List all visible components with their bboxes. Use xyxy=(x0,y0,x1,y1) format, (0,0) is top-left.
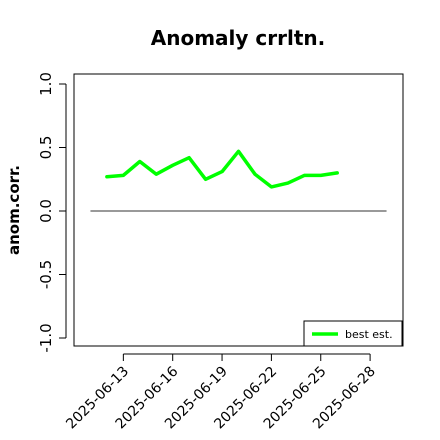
y-tick-label: -0.5 xyxy=(37,260,55,289)
y-axis: -1.0 -0.5 0.0 0.5 1.0 xyxy=(37,72,67,353)
y-tick-label: -1.0 xyxy=(37,323,55,352)
series-layer xyxy=(105,149,339,189)
legend-label: best est. xyxy=(345,328,393,341)
legend: best est. xyxy=(303,320,403,347)
chart-title: Anomaly crrltn. xyxy=(151,26,325,50)
y-axis-label: anom.corr. xyxy=(5,165,23,255)
y-tick-label: 0.0 xyxy=(37,199,55,223)
y-tick-label: 0.5 xyxy=(37,136,55,160)
series-line-best-est xyxy=(105,149,339,189)
plot-frame xyxy=(73,73,404,347)
y-tick-label: 1.0 xyxy=(37,72,55,96)
x-axis: 2025-06-132025-06-162025-06-192025-06-22… xyxy=(63,353,379,432)
